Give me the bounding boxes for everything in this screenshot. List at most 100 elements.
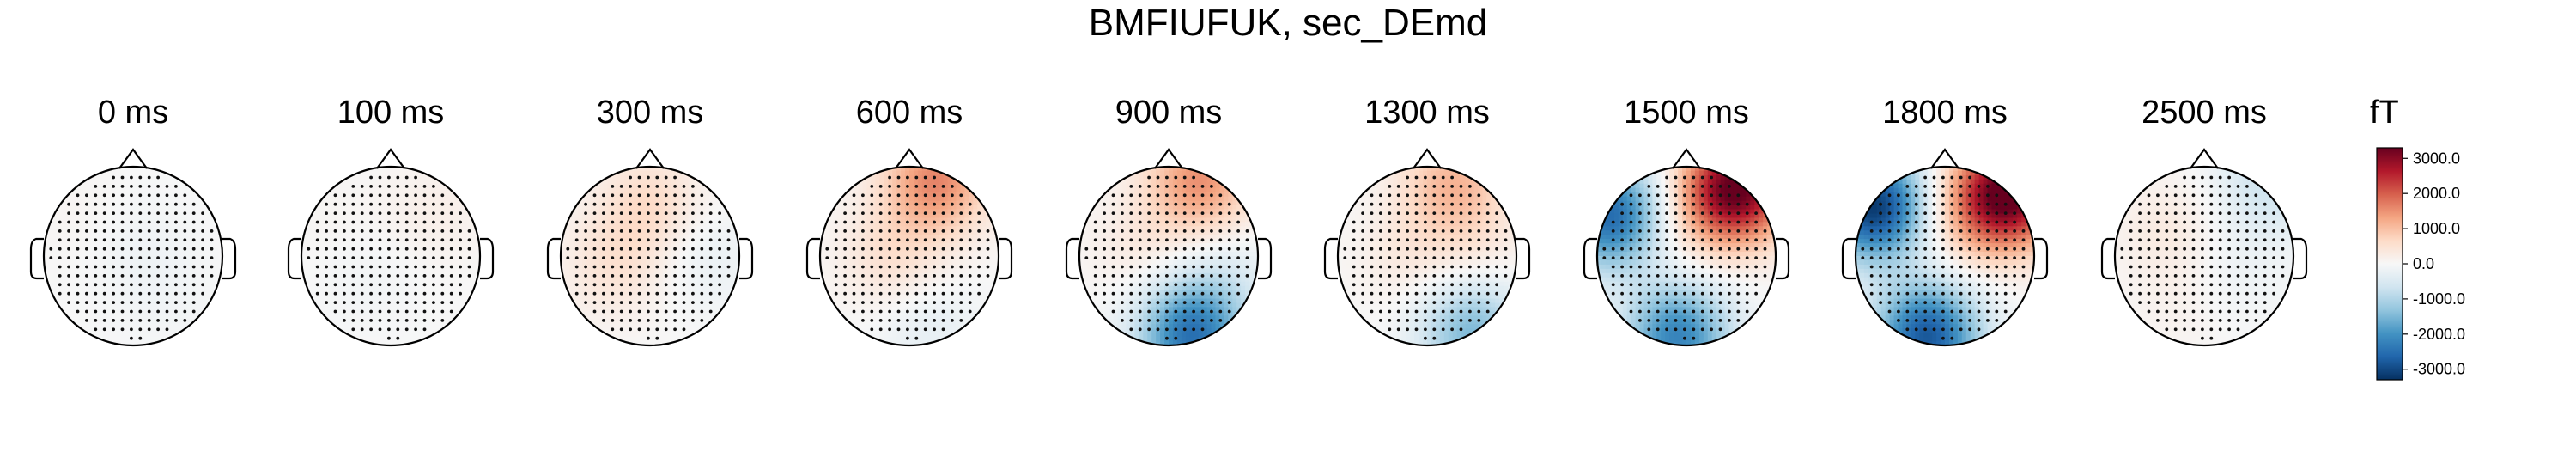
field-cell: [77, 209, 83, 215]
field-cell: [218, 243, 222, 248]
field-cell: [718, 277, 723, 283]
field-cell: [175, 213, 181, 219]
sensor-dot: [396, 202, 400, 206]
field-cell: [73, 213, 79, 219]
field-cell: [218, 256, 222, 261]
sensor-dot: [76, 301, 80, 304]
field-cell: [433, 324, 439, 329]
field-cell: [125, 205, 130, 211]
field-cell: [103, 217, 108, 223]
field-cell: [646, 230, 651, 235]
field-cell: [607, 302, 613, 308]
sensor-dot: [369, 185, 373, 188]
field-cell: [125, 183, 130, 189]
field-cell: [154, 268, 160, 274]
field-cell: [112, 294, 117, 300]
field-cell: [437, 226, 443, 231]
field-cell: [603, 192, 609, 198]
field-cell: [352, 196, 357, 202]
sensor-dot: [76, 291, 80, 296]
field-cell: [603, 235, 609, 240]
field-cell: [650, 235, 655, 240]
field-cell: [391, 187, 396, 193]
field-cell: [125, 213, 130, 219]
sensor-dot: [360, 291, 364, 296]
sensor-dot: [414, 309, 417, 314]
field-cell: [175, 281, 181, 287]
field-cell: [696, 230, 702, 235]
field-cell: [394, 268, 400, 274]
field-cell: [318, 298, 324, 304]
field-cell: [382, 337, 387, 342]
field-cell: [658, 315, 664, 321]
field-cell: [646, 222, 651, 227]
field-cell: [301, 252, 307, 257]
field-cell: [603, 230, 609, 235]
field-cell: [90, 277, 96, 283]
field-cell: [129, 320, 134, 325]
field-cell: [335, 272, 341, 278]
field-cell: [722, 272, 727, 278]
field-cell: [361, 243, 366, 248]
field-cell: [192, 259, 197, 266]
field-cell: [641, 252, 647, 257]
field-cell: [167, 290, 173, 296]
field-cell: [171, 192, 177, 198]
field-cell: [454, 320, 459, 325]
field-cell: [416, 268, 422, 274]
field-cell: [162, 209, 168, 215]
field-cell: [356, 167, 361, 172]
field-cell: [573, 243, 579, 248]
field-cell: [145, 315, 151, 321]
field-cell: [382, 333, 387, 338]
field-cell: [577, 192, 583, 198]
field-cell: [378, 252, 383, 257]
field-cell: [69, 302, 75, 308]
field-cell: [158, 222, 164, 227]
field-cell: [318, 235, 324, 240]
sensor-dot: [307, 256, 311, 259]
field-cell: [433, 264, 439, 270]
field-cell: [149, 298, 155, 304]
field-cell: [120, 311, 125, 316]
field-cell: [641, 298, 647, 304]
field-cell: [394, 170, 400, 176]
field-cell: [696, 196, 702, 202]
field-cell: [629, 243, 634, 248]
sensor-dot: [351, 265, 355, 269]
sensor-dot: [440, 291, 445, 296]
field-cell: [718, 226, 723, 231]
field-cell: [331, 252, 337, 257]
field-cell: [205, 281, 210, 287]
field-cell: [365, 200, 370, 206]
field-cell: [701, 247, 706, 253]
field-cell: [616, 285, 621, 291]
field-cell: [103, 337, 108, 342]
sensor-dot: [67, 202, 70, 206]
field-cell: [701, 281, 706, 287]
field-cell: [709, 268, 714, 274]
field-cell: [424, 222, 430, 227]
field-cell: [568, 268, 574, 274]
sensor-dot: [94, 193, 98, 198]
field-cell: [82, 239, 88, 244]
field-cell: [705, 200, 710, 206]
field-cell: [184, 200, 189, 206]
field-cell: [125, 170, 130, 176]
field-cell: [369, 311, 374, 316]
field-cell: [348, 213, 354, 219]
sensor-dot: [191, 220, 196, 224]
field-cell: [188, 281, 193, 287]
sensor-dot: [422, 202, 427, 206]
field-cell: [374, 256, 379, 261]
field-cell: [382, 252, 387, 257]
field-cell: [683, 247, 690, 253]
field-cell: [386, 222, 392, 227]
field-cell: [116, 209, 121, 215]
field-cell: [726, 226, 732, 231]
field-cell: [116, 230, 121, 235]
field-cell: [463, 264, 468, 270]
field-cell: [683, 315, 690, 321]
field-cell: [424, 174, 430, 180]
field-cell: [365, 209, 370, 215]
